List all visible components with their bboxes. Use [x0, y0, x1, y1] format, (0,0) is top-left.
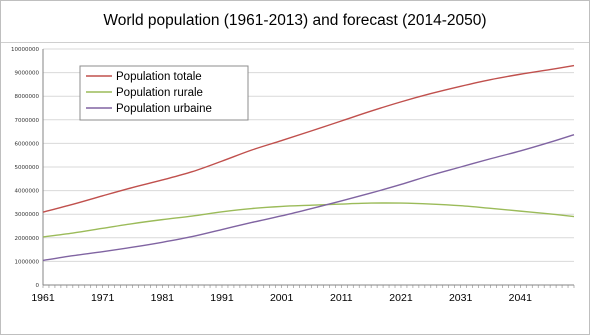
y-tick-label: 8000000	[15, 94, 40, 100]
x-tick-label: 2041	[509, 292, 533, 304]
x-tick-label: 1971	[91, 292, 115, 304]
x-tick-label: 2031	[449, 292, 473, 304]
y-tick-label: 3000000	[15, 212, 40, 218]
y-tick-label: 0	[36, 283, 40, 289]
x-tick-label: 1961	[31, 292, 55, 304]
y-tick-label: 5000000	[15, 165, 40, 171]
y-tick-label: 7000000	[15, 118, 40, 124]
legend-label-population-rurale: Population rurale	[116, 87, 203, 99]
x-tick-label: 2021	[389, 292, 413, 304]
series-line-population-urbaine	[42, 134, 575, 262]
legend-box	[79, 65, 249, 121]
y-tick-label: 1000000	[15, 259, 40, 265]
x-tick-label: 1981	[151, 292, 175, 304]
line-chart: 0 1000000 2000000 3000000 4000000 5000000 6000…	[11, 47, 575, 304]
y-tick-label: 10000000	[11, 47, 39, 53]
chart-title: World population (1961-2013) and forecas…	[103, 12, 487, 29]
series-line-population-totale	[42, 64, 575, 213]
legend-label-population-totale: Population totale	[116, 71, 202, 83]
x-tick-label: 2011	[330, 292, 353, 304]
y-tick-label: 4000000	[15, 189, 40, 195]
series-line-population-rurale	[42, 202, 575, 238]
y-tick-label: 9000000	[15, 71, 40, 77]
x-tick-label: 2001	[270, 292, 294, 304]
y-tick-label: 6000000	[15, 141, 40, 147]
legend-label-population-urbaine: Population urbaine	[116, 103, 212, 115]
x-tick-label: 1991	[210, 292, 234, 304]
y-tick-label: 2000000	[15, 236, 40, 242]
title-divider	[1, 42, 589, 43]
